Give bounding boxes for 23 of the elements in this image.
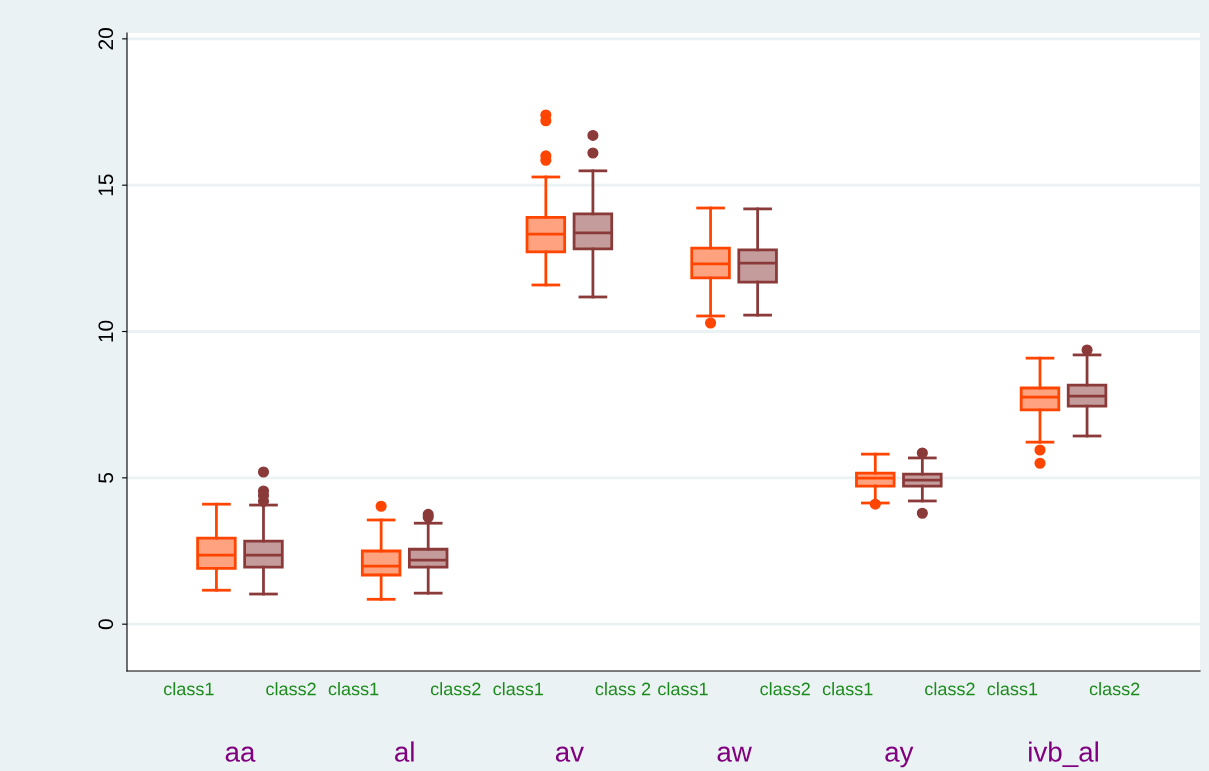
- x-tick-label: class2: [925, 682, 975, 696]
- x-tick-label: class1: [658, 682, 708, 696]
- text: al: [395, 741, 414, 762]
- text: aa: [225, 746, 256, 762]
- x-tick-label: class2: [266, 682, 316, 696]
- x-tick-label: class1: [987, 682, 1038, 696]
- text: av: [555, 746, 584, 762]
- x-tick-label: class1: [493, 682, 543, 696]
- x-tick-label: class1: [164, 682, 214, 696]
- y-tick-label: 10: [98, 320, 114, 342]
- y-tick-label: 15: [98, 174, 114, 196]
- x-tick-label: class1: [822, 682, 873, 696]
- y-tick-label: 20: [98, 28, 114, 50]
- text: aw: [717, 746, 752, 762]
- x-tick-label: class 2: [595, 682, 651, 696]
- x-tick-label: class1: [328, 682, 379, 696]
- text: ay: [885, 746, 914, 768]
- y-tick-label: 0: [98, 619, 114, 630]
- text: ivb_al: [1029, 741, 1098, 768]
- x-tick-label: class2: [1089, 682, 1140, 696]
- y-tick-label: 5: [98, 472, 114, 483]
- x-tick-label: class2: [760, 682, 810, 696]
- x-tick-label: class2: [430, 682, 481, 696]
